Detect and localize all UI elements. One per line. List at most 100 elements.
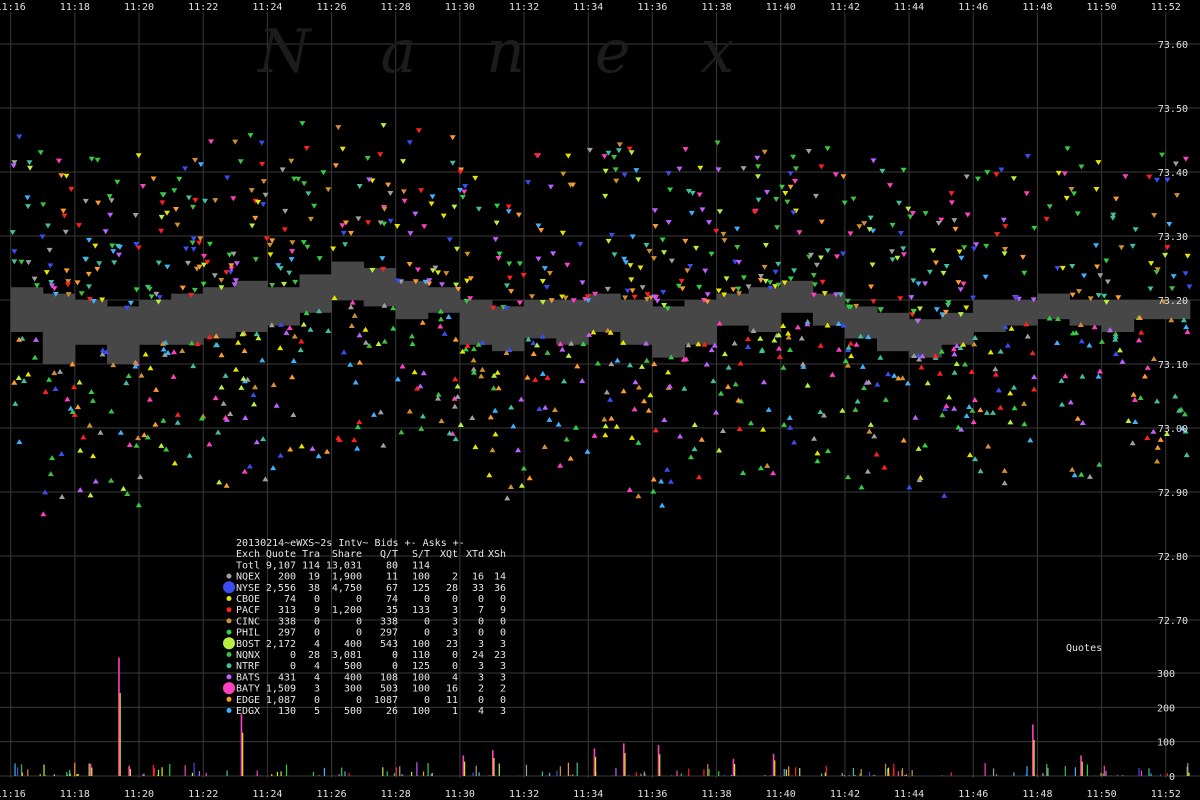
ask-quote-marker xyxy=(232,139,239,145)
stats-exchange-row: NQEX xyxy=(236,572,260,583)
ask-quote-marker xyxy=(868,284,875,290)
nbbo-band-segment xyxy=(1037,293,1071,320)
bid-quote-marker xyxy=(356,359,363,365)
ask-quote-marker xyxy=(1104,279,1111,285)
ask-quote-marker xyxy=(948,191,955,197)
bid-quote-marker xyxy=(1023,321,1030,327)
bid-quote-marker xyxy=(71,411,78,417)
bid-quote-marker xyxy=(212,395,219,401)
ask-quote-marker xyxy=(366,177,373,183)
volume-bar xyxy=(572,774,574,776)
bid-quote-marker xyxy=(1058,377,1065,383)
bid-quote-marker xyxy=(241,348,248,354)
ask-quote-marker xyxy=(252,257,259,263)
nbbo-band-segment xyxy=(299,274,333,313)
ask-quote-marker xyxy=(1172,161,1179,167)
bid-quote-marker xyxy=(141,432,148,438)
ask-quote-marker xyxy=(810,272,817,278)
bid-quote-marker xyxy=(787,424,794,430)
ask-quote-marker xyxy=(58,173,65,179)
ask-quote-marker xyxy=(685,188,692,194)
ask-quote-marker xyxy=(870,299,877,305)
ask-quote-marker xyxy=(289,240,296,246)
ask-quote-marker xyxy=(25,204,32,210)
ask-quote-marker xyxy=(805,149,812,155)
ask-quote-marker xyxy=(951,218,958,224)
ask-quote-marker xyxy=(189,240,196,246)
volume-bar xyxy=(74,762,76,776)
bid-quote-marker xyxy=(347,361,354,367)
ask-quote-marker xyxy=(48,283,55,289)
bid-quote-marker xyxy=(1096,461,1103,467)
bid-quote-marker xyxy=(331,295,338,301)
ask-quote-marker xyxy=(952,226,959,232)
bid-quote-marker xyxy=(814,458,821,464)
bid-quote-marker xyxy=(1154,444,1161,450)
bid-quote-marker xyxy=(1067,399,1074,405)
bid-quote-marker xyxy=(719,428,726,434)
bid-quote-marker xyxy=(1029,350,1036,356)
ask-quote-marker xyxy=(754,155,761,161)
ask-quote-marker xyxy=(1093,186,1100,192)
ask-quote-marker xyxy=(1063,195,1070,201)
bid-quote-marker xyxy=(659,502,666,508)
bid-quote-marker xyxy=(987,349,994,355)
bid-quote-marker xyxy=(1154,458,1161,464)
volume-bar xyxy=(852,767,854,776)
bid-quote-marker xyxy=(680,356,687,362)
exchange-color-marker xyxy=(223,637,235,650)
bid-quote-marker xyxy=(160,346,167,352)
bid-quote-marker xyxy=(526,475,533,481)
bid-quote-marker xyxy=(953,343,960,349)
volume-bar xyxy=(1086,764,1088,776)
bid-quote-marker xyxy=(972,456,979,462)
ask-quote-marker xyxy=(247,133,254,139)
volume-bar xyxy=(348,773,350,776)
volume-spike xyxy=(732,758,735,776)
volume-bar xyxy=(680,773,682,776)
bid-quote-marker xyxy=(891,372,898,378)
ask-quote-marker xyxy=(961,245,968,251)
x-tick-label: 11:50 xyxy=(1087,789,1117,800)
ask-quote-marker xyxy=(1075,289,1082,295)
bid-quote-marker xyxy=(1069,466,1076,472)
stats-exchange-row: 0 xyxy=(478,616,484,627)
bid-quote-marker xyxy=(287,446,294,452)
bid-quote-marker xyxy=(946,394,953,400)
ask-quote-marker xyxy=(1118,245,1125,251)
ask-quote-marker xyxy=(682,147,689,153)
bid-quote-marker xyxy=(235,339,242,345)
ask-quote-marker xyxy=(1010,176,1017,182)
bid-quote-marker xyxy=(1163,431,1170,437)
bid-quote-marker xyxy=(381,338,388,344)
volume-bar xyxy=(901,768,904,776)
bid-quote-marker xyxy=(839,407,846,413)
price-tick-label: 73.10 xyxy=(1158,360,1188,371)
ask-quote-marker xyxy=(602,193,609,199)
ask-quote-marker xyxy=(75,223,82,229)
x-tick-labels-bottom: 11:1611:1811:2011:2211:2411:2611:2811:30… xyxy=(0,789,1181,800)
ask-quote-marker xyxy=(1164,245,1171,251)
ask-quote-marker xyxy=(380,267,387,273)
volume-bar xyxy=(338,774,340,776)
ask-quote-marker xyxy=(646,248,653,254)
ask-quote-marker xyxy=(39,234,46,240)
bid-quote-marker xyxy=(198,415,205,421)
ask-quote-marker xyxy=(628,277,635,283)
stats-exchange-row: 0 xyxy=(424,594,430,605)
bid-quote-marker xyxy=(1138,329,1145,335)
bid-quote-marker xyxy=(955,424,962,430)
volume-bar xyxy=(53,774,55,776)
bid-quote-marker xyxy=(123,380,130,386)
bid-quote-marker xyxy=(491,372,498,378)
x-tick-label: 11:36 xyxy=(637,789,667,800)
bid-quote-marker xyxy=(1182,428,1189,434)
volume-bar xyxy=(635,772,637,776)
ask-quote-marker xyxy=(505,204,512,210)
bid-quote-marker xyxy=(904,380,911,386)
bid-quote-marker xyxy=(15,375,22,381)
bid-quote-marker xyxy=(362,326,369,332)
stats-exchange-row: 1,509 xyxy=(266,684,296,695)
nbbo-band-segment xyxy=(395,280,429,320)
ask-quote-marker xyxy=(106,194,113,200)
